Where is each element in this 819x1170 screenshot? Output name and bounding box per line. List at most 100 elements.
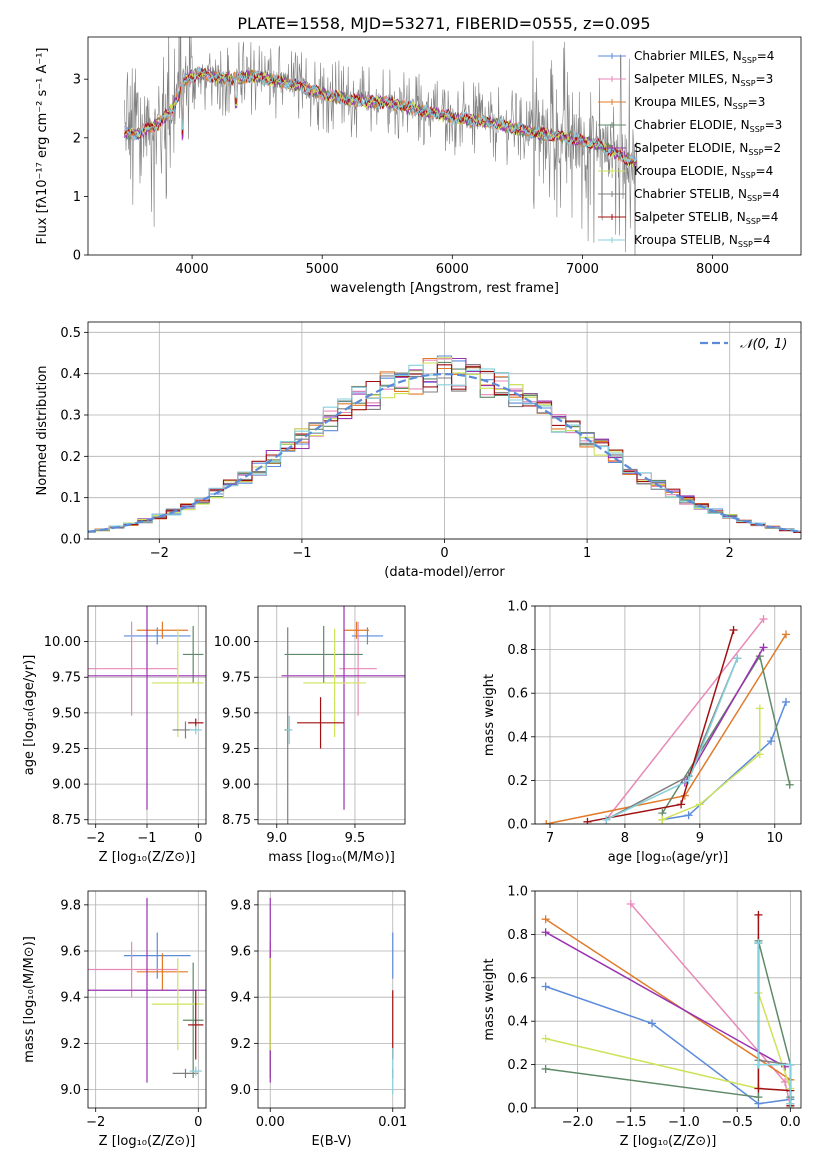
x-tick-label: 9 xyxy=(696,831,704,846)
x-tick-label: 10 xyxy=(767,831,784,846)
y-tick-label: 0.8 xyxy=(507,643,528,658)
series-line-chabrier_miles xyxy=(662,701,787,821)
y-tick-label: 9.2 xyxy=(60,1037,81,1052)
spectrum-axes: 4000 5000 6000 7000 8000 0 1 2 3 wavelength [Angs… xyxy=(35,48,729,297)
y-tick-label: 9.0 xyxy=(230,1083,251,1098)
histogram-chabrier_stelib xyxy=(88,363,801,533)
series-line-kroupa_stelib xyxy=(757,943,792,1104)
x-tick-label: 0 xyxy=(440,546,448,561)
y-tick-label: 1.0 xyxy=(507,885,528,900)
x-tick-label: 0.0 xyxy=(780,1115,801,1130)
x-tick-label: −1 xyxy=(137,831,156,846)
x-tick-label: −2.0 xyxy=(562,1115,594,1130)
y-tick-label: 2 xyxy=(73,131,81,146)
gaussian-legend-label: 𝒩(0, 1) xyxy=(740,337,787,352)
y-tick-label: 0.0 xyxy=(60,533,81,548)
gaussian-curve xyxy=(88,372,801,533)
x-tick-label: 1 xyxy=(583,546,591,561)
x-tick-label: 0.00 xyxy=(256,1115,285,1130)
plus-marker-kroupa_elodie xyxy=(755,750,764,759)
x-tick-label: 0 xyxy=(194,1115,202,1130)
x-axis-label: wavelength [Angstrom, rest frame] xyxy=(330,281,559,296)
axes-frame xyxy=(534,605,802,825)
x-tick-label: −1.0 xyxy=(668,1115,700,1130)
plus-marker-kroupa_stelib xyxy=(602,815,611,824)
plus-marker-salpeter_elodie xyxy=(541,928,550,937)
x-axis-label: Z [log₁₀(Z/Z⊙)] xyxy=(99,850,196,865)
legend-label: Salpeter STELIB, NSSP=4 xyxy=(634,210,778,226)
x-axis-label: Z [log₁₀(Z/Z⊙)] xyxy=(99,1134,196,1149)
plus-marker-kroupa_stelib xyxy=(754,939,763,948)
figure-title: PLATE=1558, MJD=53271, FIBERID=0555, z=0… xyxy=(237,14,650,33)
y-tick-label: 0.4 xyxy=(507,1015,528,1030)
y-tick-label: 9.75 xyxy=(222,671,251,686)
age_vs_Z-errorbars xyxy=(88,606,206,810)
plus-marker-chabrier_miles xyxy=(684,811,693,820)
plus-marker-kroupa_elodie xyxy=(695,800,704,809)
y-tick-label: 0.6 xyxy=(507,971,528,986)
y-tick-label: 0.0 xyxy=(507,818,528,833)
legend-label: Kroupa STELIB, NSSP=4 xyxy=(634,233,771,249)
spectrum-lines xyxy=(124,37,638,255)
legend-label: Kroupa ELODIE, NSSP=4 xyxy=(634,164,773,180)
plus-marker-kroupa_elodie xyxy=(541,1034,550,1043)
plus-marker-chabrier_miles xyxy=(648,1019,657,1028)
axes-frame xyxy=(534,890,802,1109)
y-tick-label: 9.4 xyxy=(230,991,251,1006)
x-axis-label: (data-model)/error xyxy=(384,565,505,580)
plus-marker-kroupa_miles xyxy=(542,820,551,824)
y-tick-label: 0.2 xyxy=(60,450,81,465)
y-tick-label: 9.6 xyxy=(230,945,251,960)
x-tick-label: 4000 xyxy=(176,262,209,277)
plus-marker-kroupa_elodie xyxy=(658,815,667,824)
plus-marker-kroupa_stelib xyxy=(733,654,742,663)
x-axis-label: mass [log₁₀(M/M⊙)] xyxy=(268,850,395,865)
plus-marker-chabrier_miles xyxy=(541,982,550,991)
weight_vs_age-axes: 7 8 9 10 0.0 0.2 0.4 0.6 0.8 1.0 age [log₁₀(age/yr… xyxy=(482,600,801,865)
plus-marker-salpeter_stelib xyxy=(754,910,763,919)
mass_vs_ebv-axes: 0.00 0.01 9.0 9.2 9.4 9.6 9.8 E(B-V) xyxy=(230,891,407,1149)
plus-marker-chabrier_elodie xyxy=(785,780,794,789)
series-line-chabrier_elodie xyxy=(545,940,792,1099)
y-tick-label: 3 xyxy=(73,73,81,88)
y-tick-label: 0.0 xyxy=(507,1102,528,1117)
y-tick-label: 0.8 xyxy=(507,928,528,943)
plus-marker-salpeter_stelib xyxy=(754,1084,763,1093)
spectrum-model-kroupa_stelib xyxy=(124,67,637,165)
y-tick-label: 9.8 xyxy=(230,898,251,913)
y-tick-label: 10.00 xyxy=(44,635,81,650)
x-tick-label: 9.5 xyxy=(345,831,366,846)
y-tick-label: 0.2 xyxy=(507,1058,528,1073)
axes-frame xyxy=(87,321,802,540)
x-tick-label: 6000 xyxy=(436,262,469,277)
y-tick-label: 0.3 xyxy=(60,409,81,424)
x-tick-label: 2 xyxy=(726,546,734,561)
plus-marker-salpeter_stelib xyxy=(729,625,738,634)
y-tick-label: 8.75 xyxy=(222,813,251,828)
spectrum-model-salpeter_stelib xyxy=(124,68,637,167)
plus-marker-chabrier_elodie xyxy=(541,1064,550,1073)
y-tick-label: 9.0 xyxy=(60,1083,81,1098)
y-axis-label: mass weight xyxy=(482,674,497,756)
series-line-salpeter_elodie xyxy=(684,647,765,783)
legend-label: Salpeter MILES, NSSP=3 xyxy=(634,72,773,88)
y-tick-label: 9.75 xyxy=(52,671,81,686)
series-line-kroupa_miles xyxy=(546,633,787,824)
residuals-axes: −2 −1 0 1 2 0.0 0.1 0.2 0.3 0.4 0.5 (data-model)/er… xyxy=(35,322,801,580)
axes-frame xyxy=(87,605,207,825)
age_vs_mass-errorbars xyxy=(281,606,405,824)
y-axis-label: mass weight xyxy=(482,958,497,1040)
series-line-salpeter_miles xyxy=(605,618,765,821)
age_vs_Z-axes: −2 −1 0 8.75 9.00 9.25 9.50 9.75 10.00 Z [log₁₀(Z… xyxy=(22,606,206,865)
y-tick-label: 9.00 xyxy=(222,778,251,793)
series-line-kroupa_elodie xyxy=(662,708,761,821)
x-tick-label: −2 xyxy=(86,1115,105,1130)
legend-label: Chabrier ELODIE, NSSP=3 xyxy=(634,118,782,134)
y-tick-label: 9.6 xyxy=(60,945,81,960)
y-axis-label: mass [log₁₀(M/M⊙)] xyxy=(22,936,37,1063)
plus-marker-salpeter_stelib xyxy=(583,817,592,824)
y-tick-label: 9.50 xyxy=(52,706,81,721)
y-tick-label: 9.25 xyxy=(222,742,251,757)
spectrum-model-kroupa_elodie xyxy=(124,69,637,168)
